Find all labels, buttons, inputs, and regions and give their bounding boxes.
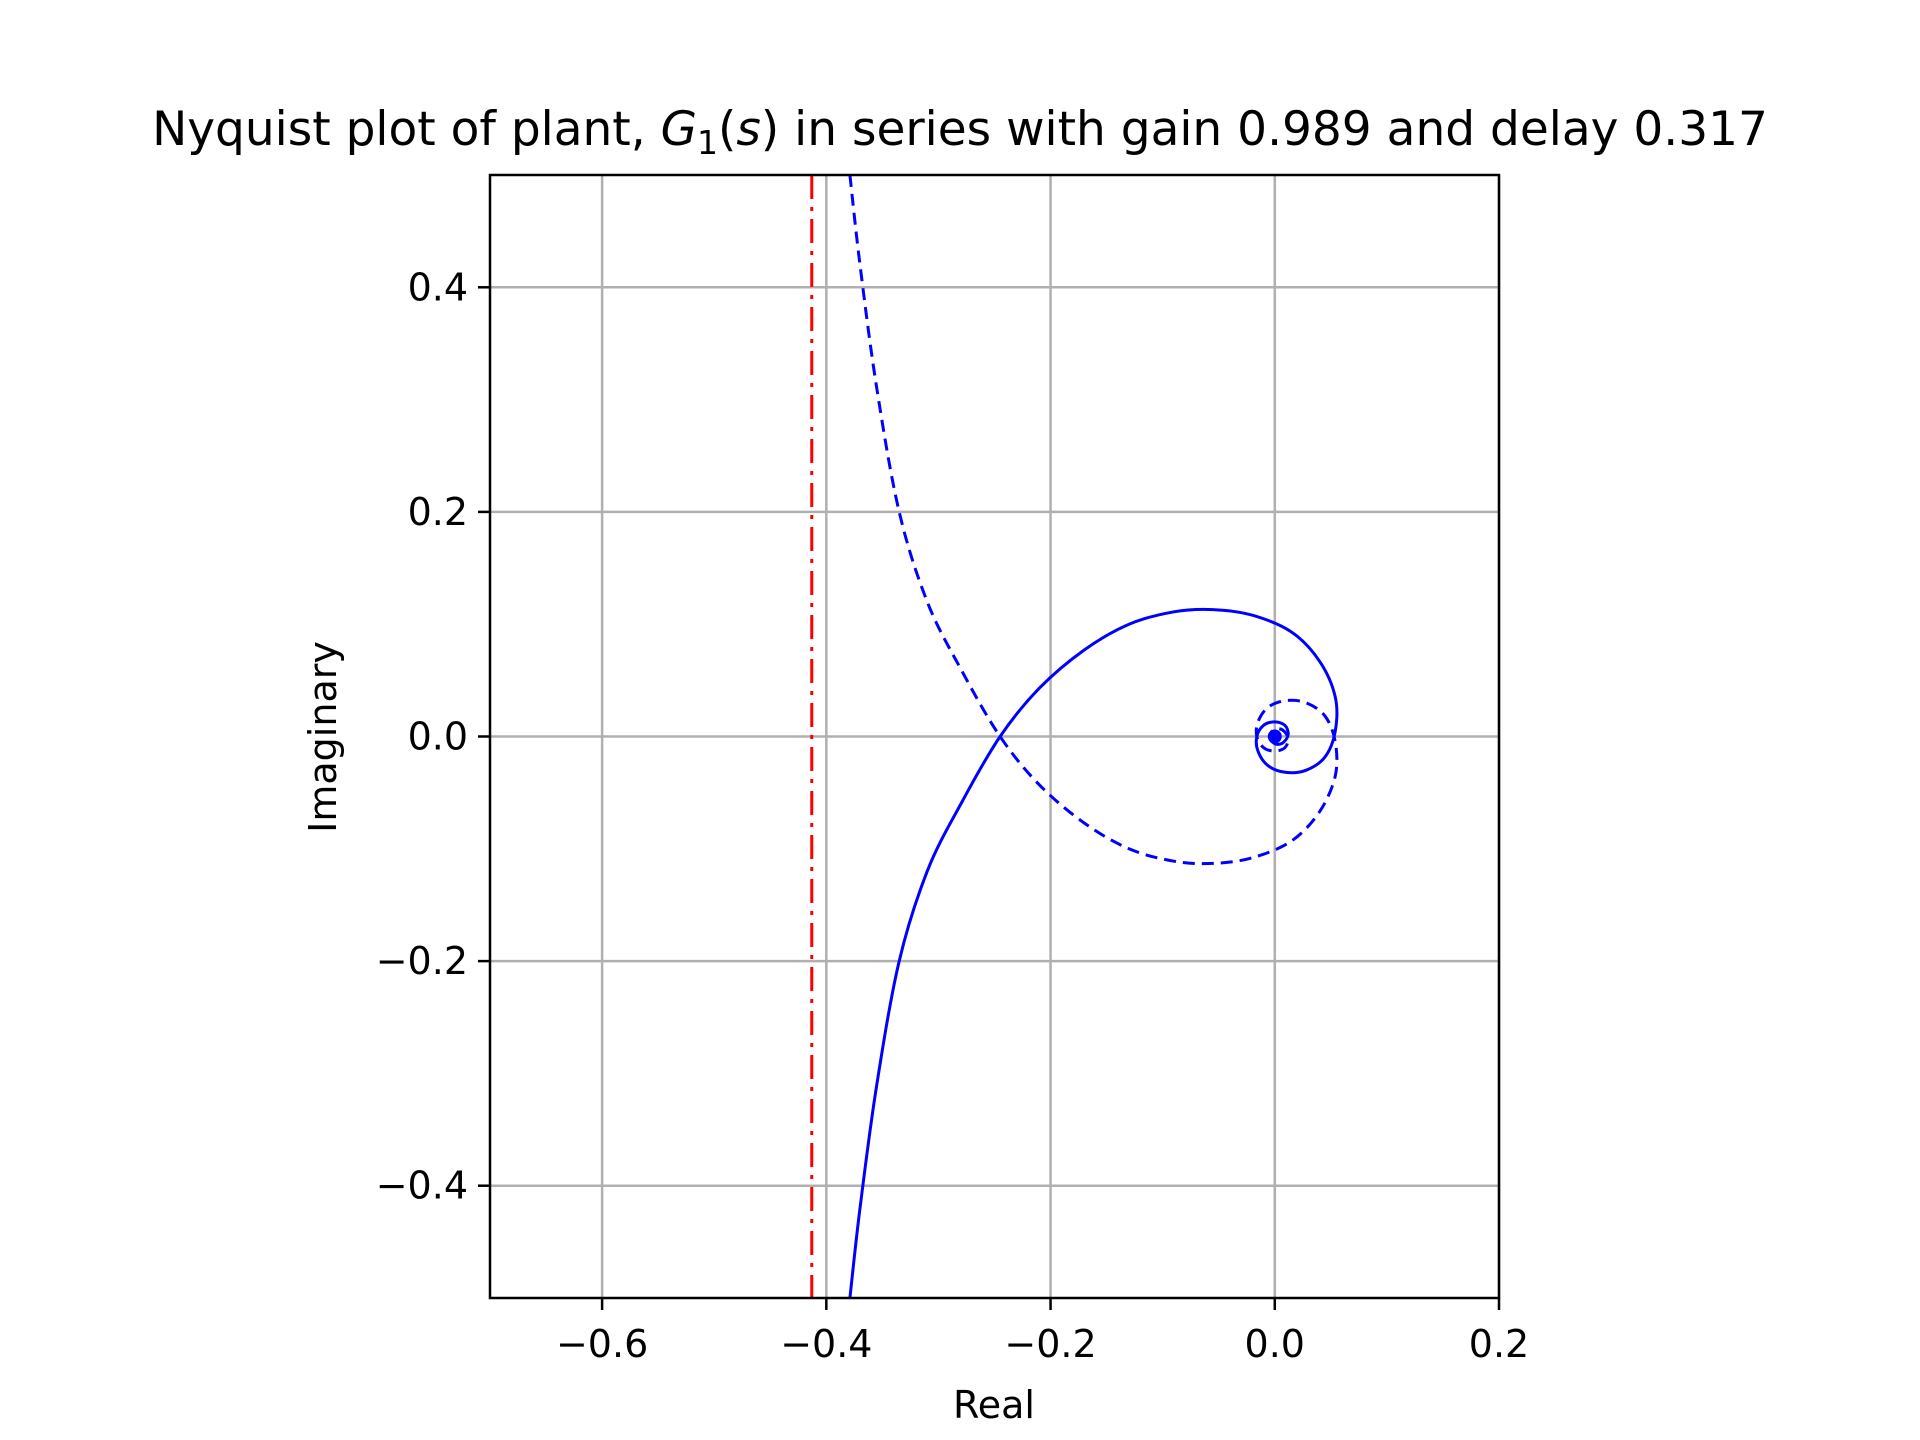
y-tick-label: −0.4: [376, 1164, 468, 1208]
x-tick-label: −0.4: [780, 1322, 872, 1366]
x-tick-label: 0.2: [1469, 1322, 1529, 1366]
chart-title: Nyquist plot of plant, G1(s) in series w…: [152, 102, 1768, 162]
plot-data: [810, 175, 1339, 1298]
nyquist-curve-negative-frequency: [848, 175, 1339, 866]
y-tick-label: 0.0: [408, 715, 468, 759]
y-tick-label: 0.2: [408, 490, 468, 534]
y-tick-label: −0.2: [376, 939, 468, 983]
ticks: −0.6 −0.4 −0.2 0.0 0.2 −0.4 −0.2 0.0 0.2 0.4: [376, 265, 1530, 1366]
x-axis-label: Real: [953, 1383, 1035, 1427]
y-axis-label: Imaginary: [301, 641, 345, 833]
x-tick-label: −0.2: [1004, 1322, 1096, 1366]
grid: [490, 175, 1501, 1298]
x-tick-label: −0.6: [556, 1322, 648, 1366]
x-tick-label: 0.0: [1245, 1322, 1305, 1366]
origin-marker: [1267, 729, 1282, 744]
y-tick-label: 0.4: [408, 265, 468, 309]
